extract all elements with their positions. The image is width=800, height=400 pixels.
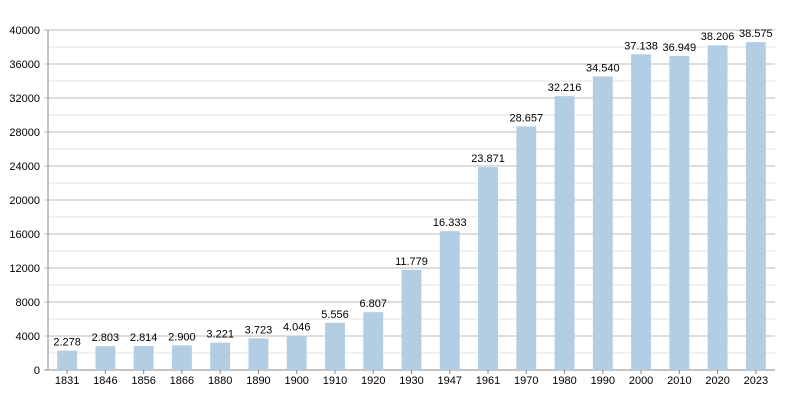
x-tick-label: 1866 xyxy=(170,375,194,387)
bar-2000 xyxy=(631,54,652,371)
bar-2020 xyxy=(707,45,728,371)
data-label: 2.278 xyxy=(53,337,81,349)
bar-1970 xyxy=(516,126,537,370)
x-tick-label: 2020 xyxy=(705,375,729,387)
bar-1920 xyxy=(363,312,384,370)
x-tick-label: 1961 xyxy=(476,375,500,387)
x-tick-label: 1880 xyxy=(208,375,232,387)
data-label: 2.803 xyxy=(92,332,120,344)
data-label: 2.900 xyxy=(168,331,196,343)
bar-1961 xyxy=(478,167,498,370)
bar-2010 xyxy=(669,55,690,370)
bars-layer xyxy=(57,42,766,371)
bar-1930 xyxy=(401,269,422,370)
data-label: 23.871 xyxy=(471,153,505,165)
y-tick-label: 12000 xyxy=(9,263,40,275)
x-tick-label: 1980 xyxy=(552,375,576,387)
data-label: 5.556 xyxy=(321,309,349,321)
x-tick-label: 1930 xyxy=(399,375,423,387)
x-tick-label: 1831 xyxy=(55,375,79,387)
bar-1880 xyxy=(210,342,231,370)
data-label: 3.723 xyxy=(245,324,273,336)
data-label: 28.657 xyxy=(509,112,543,124)
data-label: 6.807 xyxy=(359,298,387,310)
bar-1910 xyxy=(325,322,345,370)
data-label: 16.333 xyxy=(433,217,467,229)
data-label: 4.046 xyxy=(283,322,311,334)
x-tick-label: 1890 xyxy=(246,375,270,387)
data-label: 38.575 xyxy=(739,28,773,40)
y-tick-label: 8000 xyxy=(16,297,40,309)
data-label: 38.206 xyxy=(701,31,735,43)
x-tick-label: 1970 xyxy=(514,375,538,387)
x-tick-label: 1920 xyxy=(361,375,385,387)
bar-1990 xyxy=(592,76,613,370)
bar-1866 xyxy=(171,345,192,370)
x-tick-label: 1900 xyxy=(284,375,308,387)
data-label: 32.216 xyxy=(548,82,582,94)
bar-1947 xyxy=(439,231,460,370)
data-label: 3.221 xyxy=(206,329,234,341)
y-tick-label: 40000 xyxy=(9,25,40,37)
x-tick-label: 1910 xyxy=(323,375,347,387)
y-tick-label: 20000 xyxy=(9,195,40,207)
data-label: 37.138 xyxy=(624,40,658,52)
data-label: 34.540 xyxy=(586,62,620,74)
y-tick-label: 24000 xyxy=(9,161,40,173)
bar-1900 xyxy=(286,335,307,370)
x-tick-label: 2000 xyxy=(629,375,653,387)
y-tick-label: 0 xyxy=(34,365,40,377)
data-labels-layer: 2.278 2.803 2.814 2.900 3.221 3.723 4.046 5.556… xyxy=(53,28,772,349)
y-tick-label: 32000 xyxy=(9,93,40,105)
x-tick-label: 2010 xyxy=(667,375,691,387)
bar-1890 xyxy=(248,338,269,370)
y-tick-label: 28000 xyxy=(9,127,40,139)
bar-2023 xyxy=(745,42,766,371)
x-tick-label: 1856 xyxy=(131,375,155,387)
y-tick-label: 4000 xyxy=(16,331,40,343)
x-tick-label: 2023 xyxy=(744,375,768,387)
data-label: 2.814 xyxy=(130,332,158,344)
data-label: 36.949 xyxy=(663,42,697,54)
bar-1831 xyxy=(57,350,78,370)
x-tick-label: 1947 xyxy=(438,375,462,387)
bar-1980 xyxy=(554,96,575,370)
x-tick-label: 1990 xyxy=(591,375,615,387)
bar-1856 xyxy=(133,346,154,370)
y-tick-label: 36000 xyxy=(9,59,40,71)
bar-1846 xyxy=(95,346,116,370)
x-tick-label: 1846 xyxy=(93,375,117,387)
axis-layer: 0 4000 8000 12000 16000 20000 24000 28000 32000 3… xyxy=(9,25,768,387)
y-tick-label: 16000 xyxy=(9,229,40,241)
data-label: 11.779 xyxy=(395,256,428,268)
